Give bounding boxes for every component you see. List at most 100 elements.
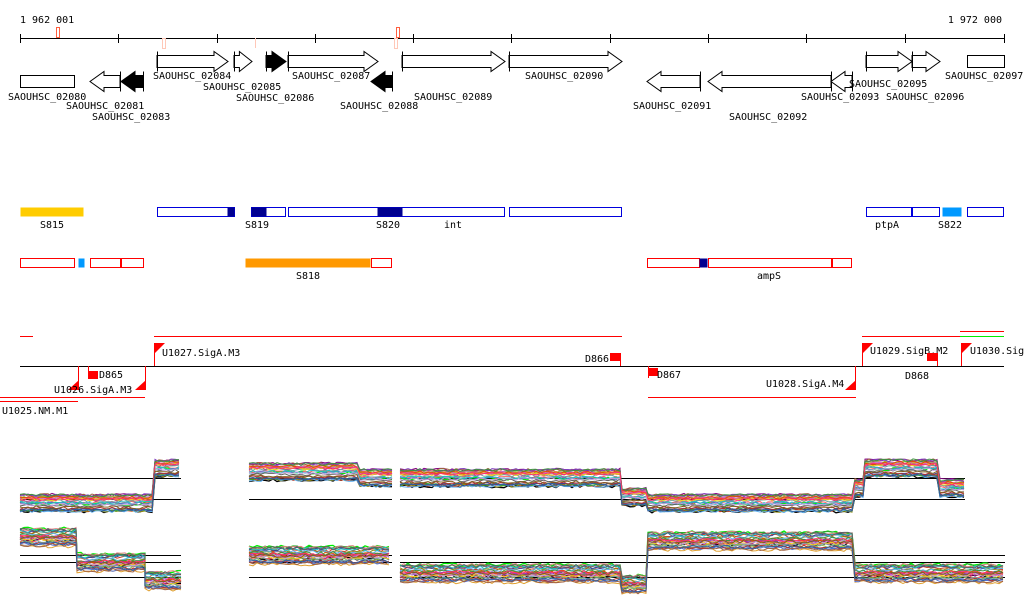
feature-S820[interactable] [377, 207, 403, 217]
gene-arrow-SAOUHSC_02087[interactable] [287, 50, 379, 73]
ruler-marker [394, 38, 398, 49]
site-D868-icon[interactable] [927, 353, 937, 361]
gene-arrow-SAOUHSC_02096[interactable] [911, 50, 941, 73]
lower-plot-series-line [400, 532, 1004, 580]
feature-block[interactable] [967, 207, 1004, 217]
lower-plot-series-line [19, 528, 182, 577]
gene-arrow-SAOUHSC_02089[interactable] [401, 50, 506, 73]
feature-block[interactable] [90, 258, 121, 268]
upper-plot-series-line [19, 462, 180, 501]
feature-label: S818 [296, 271, 320, 282]
feature-highlight[interactable] [699, 258, 708, 268]
upper-plot-series-line [248, 462, 393, 472]
site-label: U1028.SigA.M4 [766, 379, 844, 390]
site-label: D865 [99, 370, 123, 381]
site-D865-icon[interactable] [88, 371, 98, 379]
upper-plot-series-line [399, 462, 965, 501]
lower-plot-series-line [19, 527, 181, 576]
feature-ampS[interactable] [708, 258, 832, 268]
upper-plot-series-line [248, 465, 393, 476]
upper-plot-series-line [399, 468, 964, 508]
gene-SAOUHSC_02080[interactable] [20, 75, 75, 88]
feature-block[interactable] [121, 258, 144, 268]
upper-plot-series-line [399, 464, 965, 503]
feature-label: ptpA [875, 220, 899, 231]
gene-label: SAOUHSC_02091 [633, 101, 711, 112]
gene-arrow-SAOUHSC_02081[interactable] [89, 70, 121, 93]
site-U1030-flag-icon[interactable] [961, 343, 972, 354]
upper-plot-series-line [248, 469, 393, 480]
site-label: U1025.NM.M1 [2, 406, 68, 417]
gene-label: SAOUHSC_02096 [886, 92, 964, 103]
site-U1027-flag-icon[interactable] [154, 343, 165, 354]
gene-label: SAOUHSC_02088 [340, 101, 418, 112]
feature-label: S815 [40, 220, 64, 231]
ruler-end-label: 1 972 000 [948, 15, 1002, 26]
lower-plot-series-line [248, 554, 390, 559]
gene-arrow-SAOUHSC_02090[interactable] [508, 50, 623, 73]
gene-label: SAOUHSC_02081 [66, 101, 144, 112]
feature-S822[interactable] [942, 207, 962, 217]
site-D866-icon[interactable] [610, 353, 620, 361]
gene-arrow-SAOUHSC_02093[interactable] [830, 70, 853, 93]
feature-S818[interactable] [245, 258, 371, 268]
site-label: U1029.SigB.M2 [870, 346, 948, 357]
lower-plot-series-line [19, 536, 182, 585]
feature-block[interactable] [509, 207, 622, 217]
gene-arrow-SAOUHSC_02086[interactable] [265, 50, 287, 73]
upper-plot-series-line [248, 476, 392, 487]
gene-label: SAOUHSC_02097 [945, 71, 1023, 82]
upper-plot-series-line [399, 466, 965, 505]
site-D867-icon[interactable] [648, 368, 658, 376]
gene-arrow-SAOUHSC_02092[interactable] [707, 70, 832, 93]
gene-SAOUHSC_02097[interactable] [967, 55, 1005, 68]
upper-plot-series-line [399, 462, 965, 502]
lower-plot-series-line [399, 544, 1004, 593]
lower-plot-series-line [248, 553, 390, 559]
gene-arrow-SAOUHSC_02084[interactable] [156, 50, 229, 73]
feature-ptpA[interactable] [866, 207, 912, 217]
lower-plot-series-line [248, 552, 390, 557]
lower-plot-series-line [399, 531, 1004, 580]
gene-arrow-SAOUHSC_02095[interactable] [865, 50, 913, 73]
feature-block[interactable] [371, 258, 392, 268]
lower-plot-series-line [19, 535, 182, 583]
feature-highlight[interactable] [78, 258, 85, 268]
feature-S819[interactable] [251, 207, 267, 217]
gene-label: SAOUHSC_02083 [92, 112, 170, 123]
feature-block[interactable] [647, 258, 700, 268]
lower-plot-series-line [19, 542, 182, 591]
site-label: D867 [657, 370, 681, 381]
lower-plot-series-line [399, 542, 1004, 590]
feature-block[interactable] [20, 258, 75, 268]
lower-plot-series-line [248, 559, 390, 564]
ruler-marker [396, 27, 400, 38]
feature-block[interactable] [912, 207, 940, 217]
gene-label: SAOUHSC_02085 [203, 82, 281, 93]
gene-label: SAOUHSC_02095 [849, 79, 927, 90]
upper-plot-series-line [399, 474, 965, 514]
site-U1025-flag-icon[interactable] [68, 380, 79, 390]
feature-label: ampS [757, 271, 781, 282]
upper-plot-series-line [248, 472, 393, 482]
site-U1029-flag-icon[interactable] [862, 343, 873, 354]
upper-plot-series-line [248, 462, 393, 472]
feature-block[interactable] [157, 207, 235, 217]
site-label: U1030.Sig [970, 346, 1024, 357]
feature-highlight[interactable] [227, 207, 235, 217]
gene-arrow-SAOUHSC_02091[interactable] [646, 70, 701, 93]
site-U1028-flag-icon[interactable] [845, 380, 856, 390]
upper-plot-series-line [19, 473, 180, 513]
gene-arrow-SAOUHSC_02083[interactable] [120, 70, 144, 93]
lower-plot-series-line [399, 547, 1004, 595]
gene-arrow-SAOUHSC_02085[interactable] [233, 50, 253, 73]
gene-label: SAOUHSC_02092 [729, 112, 807, 123]
feature-block[interactable] [832, 258, 852, 268]
lower-plot-series-line [19, 541, 182, 589]
feature-label: S819 [245, 220, 269, 231]
site-label: U1027.SigA.M3 [162, 348, 240, 359]
feature-S815[interactable] [20, 207, 84, 217]
gene-arrow-SAOUHSC_02088[interactable] [370, 70, 393, 93]
site-U1026-flag-icon[interactable] [135, 380, 146, 390]
